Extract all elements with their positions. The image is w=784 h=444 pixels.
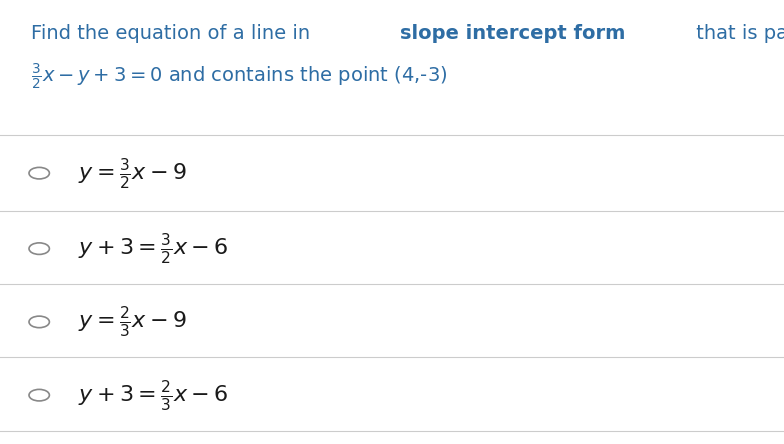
- Text: $y + 3 = \frac{2}{3}x - 6$: $y + 3 = \frac{2}{3}x - 6$: [78, 378, 229, 412]
- Text: $y = \frac{2}{3}x - 9$: $y = \frac{2}{3}x - 9$: [78, 305, 187, 339]
- Text: $y = \frac{3}{2}x - 9$: $y = \frac{3}{2}x - 9$: [78, 156, 187, 190]
- Text: $y + 3 = \frac{3}{2}x - 6$: $y + 3 = \frac{3}{2}x - 6$: [78, 231, 229, 266]
- Text: Find the equation of a line in: Find the equation of a line in: [31, 24, 317, 44]
- Text: $\frac{3}{2}x - y + 3 = 0$ and contains the point (4,-3): $\frac{3}{2}x - y + 3 = 0$ and contains …: [31, 62, 448, 92]
- Text: slope intercept form: slope intercept form: [400, 24, 625, 44]
- Text: that is parallel to: that is parallel to: [691, 24, 784, 44]
